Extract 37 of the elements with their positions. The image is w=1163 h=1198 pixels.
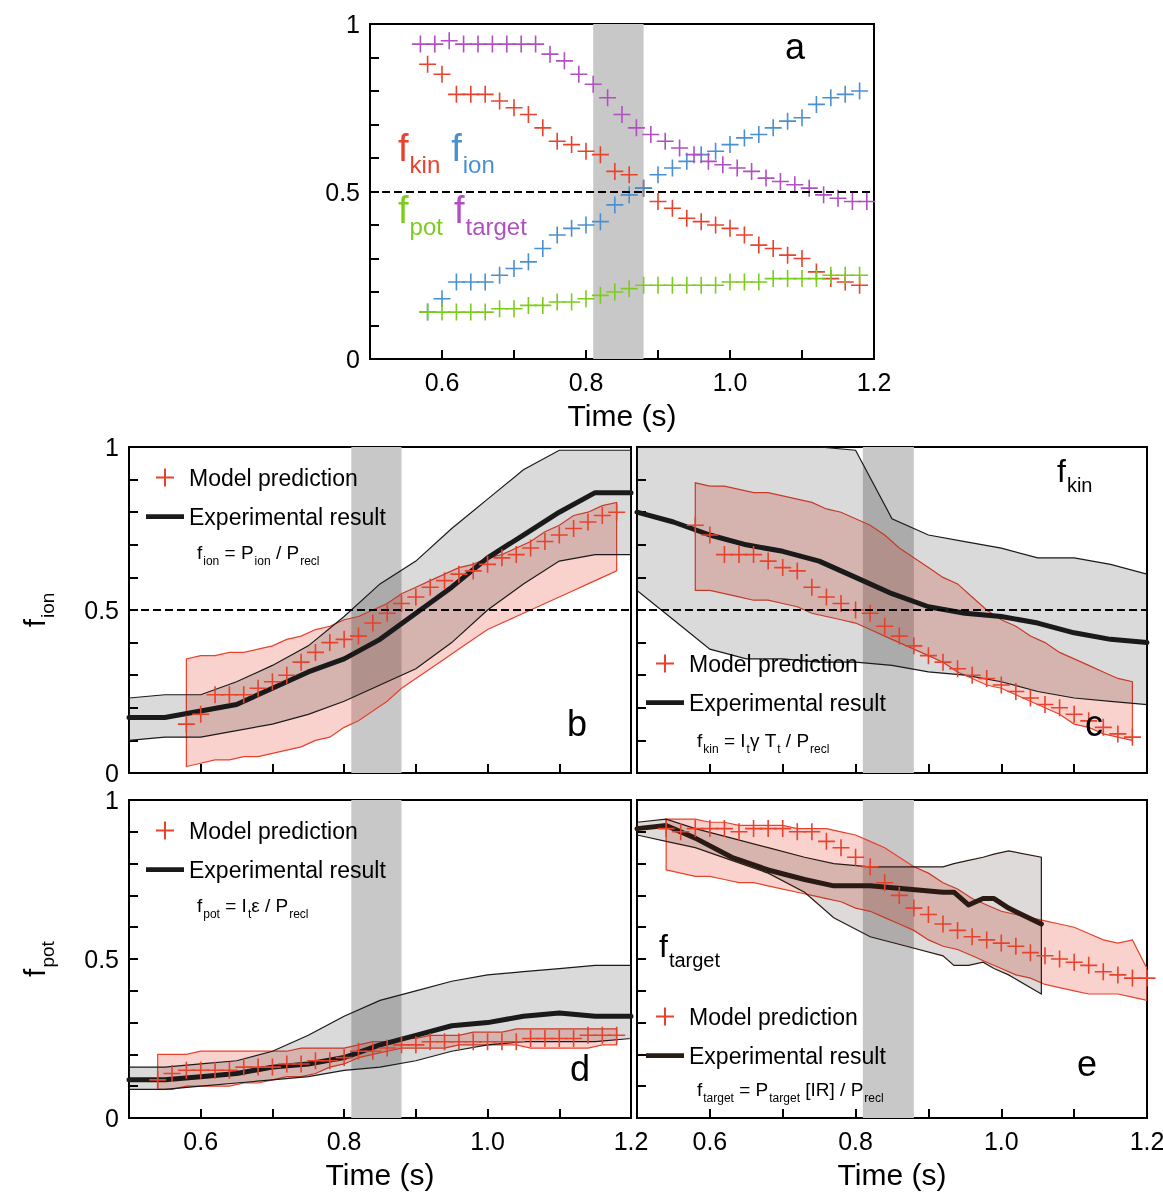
annotation: b [567,702,588,744]
legend-label: Experimental result [189,503,387,530]
x-axis-title: Time (s) [567,399,677,432]
y-tick-label: 0 [105,1104,119,1132]
x-tick-label: 1.2 [613,1126,649,1155]
x-tick-label: 0.6 [183,1126,219,1155]
legend-label: Experimental result [189,856,387,883]
y-tick-label: 1 [346,10,360,38]
y-axis-title: fion [18,592,58,628]
y-tick-label: 0.5 [325,177,360,206]
y-tick-label: 0 [346,345,360,373]
y-tick-label: 0.5 [84,596,119,624]
x-axis-title: Time (s) [325,1158,435,1191]
y-tick-label: 1 [105,433,119,461]
x-tick-label: 0.8 [326,1126,362,1155]
annotation: e [1077,1042,1098,1084]
x-tick-label: 1.2 [1129,1126,1163,1155]
x-tick-label: 0.6 [692,1126,728,1155]
x-axis-title: Time (s) [837,1158,947,1191]
y-tick-label: 1 [105,786,119,814]
x-tick-label: 1.0 [712,367,748,396]
legend-label: Experimental result [689,1042,887,1069]
annotation: a [785,25,806,67]
legend-label: Experimental result [689,689,887,716]
x-tick-label: 0.6 [424,367,460,396]
x-tick-label: 1.2 [856,367,892,396]
x-tick-label: 1.0 [470,1126,505,1155]
legend-label: Model prediction [689,1003,858,1030]
x-tick-label: 0.8 [838,1126,873,1155]
y-axis-title: fpot [18,940,58,977]
y-tick-label: 0 [105,759,119,787]
y-tick-label: 0.5 [84,945,119,973]
legend-label: Model prediction [189,464,358,491]
annotation: d [570,1047,591,1089]
x-tick-label: 1.0 [983,1126,1019,1155]
x-tick-label: 0.8 [568,367,604,396]
legend-label: Model prediction [189,817,358,844]
